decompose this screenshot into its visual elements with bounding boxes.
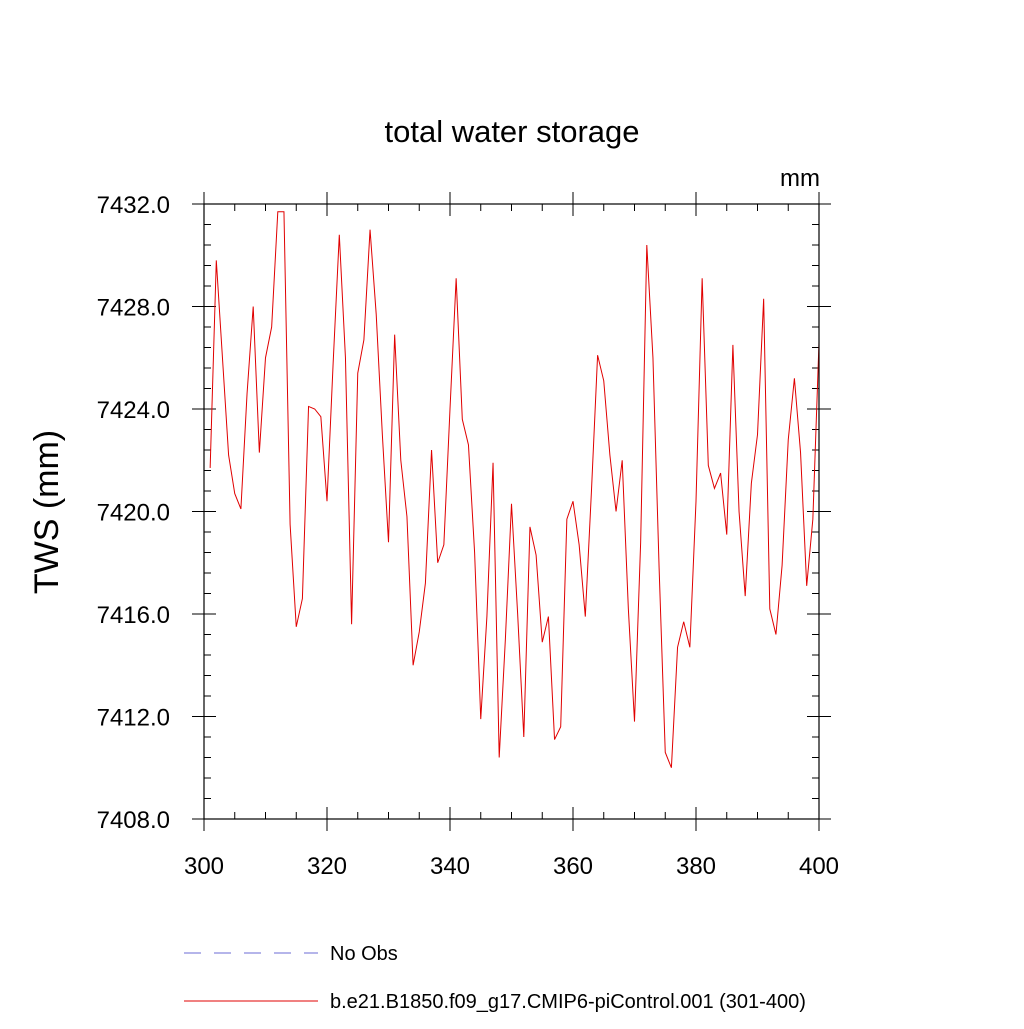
chart-title: total water storage — [384, 114, 639, 149]
legend: No Obs b.e21.B1850.f09_g17.CMIP6-piContro… — [184, 943, 806, 1013]
y-axis-label: TWS (mm) — [28, 430, 66, 594]
tick-labels: 7408.0 7412.0 7416.0 7420.0 7424.0 7428.0 7432… — [97, 192, 839, 880]
x-tick-label: 320 — [307, 853, 347, 880]
y-tick-label: 7416.0 — [97, 602, 170, 629]
y-tick-label: 7408.0 — [97, 807, 170, 834]
x-tick-label: 380 — [676, 853, 716, 880]
x-tick-label: 400 — [799, 853, 839, 880]
plot-frame — [203, 203, 820, 820]
y-tick-label: 7412.0 — [97, 705, 170, 732]
y-tick-label: 7424.0 — [97, 397, 170, 424]
units-label: mm — [780, 165, 820, 192]
x-tick-label: 360 — [553, 853, 593, 880]
x-tick-label: 340 — [430, 853, 470, 880]
series-line — [209, 211, 820, 768]
legend-label: No Obs — [330, 943, 398, 965]
y-tick-label: 7428.0 — [97, 295, 170, 322]
y-tick-label: 7420.0 — [97, 500, 170, 527]
legend-label: b.e21.B1850.f09_g17.CMIP6-piControl.001 … — [330, 991, 806, 1013]
y-tick-label: 7432.0 — [97, 192, 170, 219]
x-tick-label: 300 — [184, 853, 224, 880]
series-layer — [209, 211, 820, 768]
